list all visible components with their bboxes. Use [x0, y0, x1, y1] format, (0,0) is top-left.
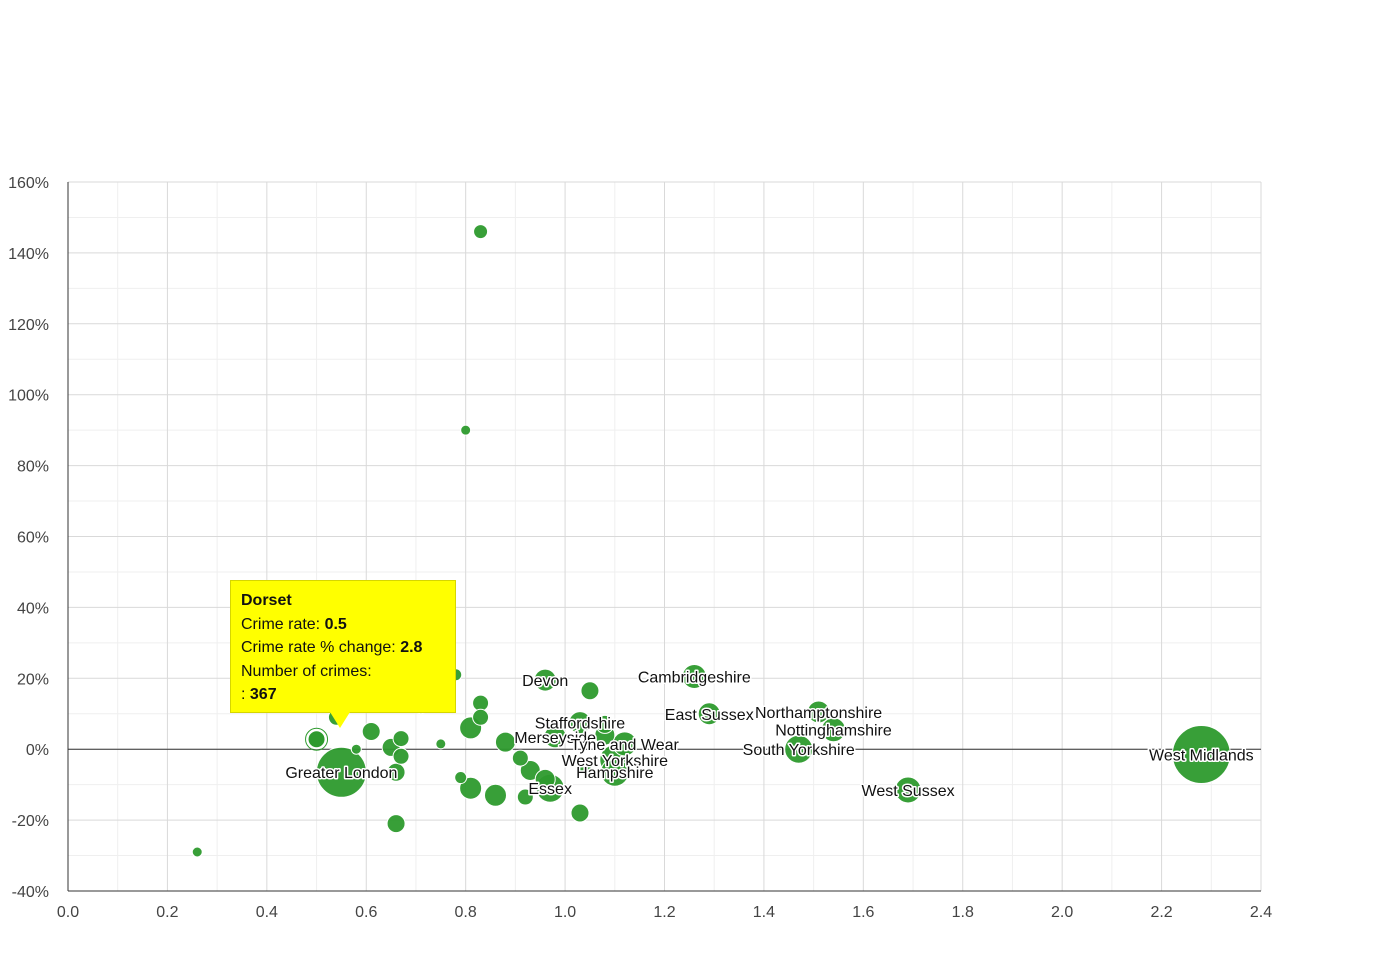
data-point — [435, 738, 447, 750]
data-label: Greater London — [285, 765, 397, 782]
y-tick-label: 100% — [8, 388, 49, 405]
axes: 0.0 0.2 0.4 0.6 0.8 1.0 1.2 1.4 1.6 1.8 2.0 2.2 2.4 -… — [8, 175, 1272, 921]
data-label: Hampshire — [576, 765, 653, 782]
tooltip-pointer — [330, 712, 350, 728]
data-point — [894, 776, 922, 804]
data-point — [386, 762, 406, 782]
y-tick-label: -40% — [12, 884, 49, 901]
x-tick-label: 2.2 — [1150, 904, 1172, 921]
tooltip-change-label: Crime rate % change: — [241, 639, 396, 656]
data-label: West Midlands — [1149, 748, 1254, 765]
tooltip: Dorset Crime rate: 0.5 Crime rate % chan… — [230, 580, 456, 713]
data-point — [595, 714, 615, 734]
x-tick-label: 0.6 — [355, 904, 377, 921]
data-point — [516, 788, 534, 806]
data-point — [191, 846, 203, 858]
tooltip-crime-rate-label: Crime rate: — [241, 615, 321, 633]
data-point — [460, 424, 472, 436]
data-label: West Yorkshire — [562, 753, 669, 770]
data-label: Cambridgeshire — [638, 670, 751, 687]
y-tick-label: 80% — [17, 459, 49, 476]
data-point — [473, 224, 489, 240]
y-tick-label: 120% — [8, 317, 49, 334]
data-point — [578, 762, 592, 776]
tooltip-change-value: 2.8 — [400, 639, 423, 656]
data-point — [600, 757, 630, 787]
data-point — [483, 783, 507, 807]
tooltip-crime-rate-value: 0.5 — [324, 615, 347, 633]
x-tick-label: 1.0 — [554, 904, 576, 921]
data-point — [392, 730, 410, 748]
tooltip-count-label: Number of crimes: — [241, 662, 372, 680]
data-point — [807, 700, 831, 724]
tooltip-count-value: 367 — [249, 686, 277, 703]
data-label: South Yorkshire — [743, 742, 855, 759]
data-point — [511, 749, 529, 767]
x-tick-label: 2.4 — [1250, 904, 1272, 921]
x-tick-label: 1.2 — [653, 904, 675, 921]
x-tick-label: 0.8 — [455, 904, 477, 921]
y-tick-label: 160% — [8, 175, 49, 192]
data-point — [392, 747, 410, 765]
data-label: East Sussex — [665, 707, 754, 724]
data-point — [494, 731, 516, 753]
data-point — [459, 776, 483, 800]
data-point — [361, 721, 381, 741]
data-label: Merseyside — [514, 730, 596, 747]
x-tick-label: 0.0 — [57, 904, 79, 921]
data-point — [306, 729, 327, 750]
data-point — [472, 694, 490, 712]
y-tick-label: 60% — [17, 530, 49, 547]
y-tick-label: 140% — [8, 246, 49, 263]
data-label: Devon — [522, 673, 568, 690]
data-point — [350, 743, 362, 755]
x-tick-label: 1.4 — [753, 904, 775, 921]
x-tick-label: 0.4 — [256, 904, 278, 921]
y-tick-label: 0% — [26, 742, 49, 759]
data-label: Essex — [528, 781, 572, 798]
y-tick-label: 20% — [17, 671, 49, 688]
tooltip-title: Dorset — [241, 592, 292, 609]
highlight-ring — [305, 727, 329, 751]
data-point — [821, 717, 847, 743]
x-tick-label: 2.0 — [1051, 904, 1073, 921]
data-point — [612, 731, 638, 757]
x-tick-label: 1.6 — [852, 904, 874, 921]
data-point — [784, 734, 814, 764]
data-point — [580, 681, 600, 701]
data-label: Staffordshire — [535, 716, 626, 733]
data-point — [533, 668, 557, 692]
data-point — [534, 768, 556, 790]
bubble-labels: West Midlands West Sussex South Yorkshire N… — [284, 668, 1255, 801]
data-label: Tyne and Wear — [571, 737, 680, 754]
data-point — [681, 664, 707, 690]
data-point — [568, 711, 592, 735]
data-point — [315, 746, 367, 798]
data-point — [570, 803, 590, 823]
data-label: West Sussex — [862, 783, 955, 800]
data-point — [543, 725, 567, 749]
data-point — [472, 708, 490, 726]
y-tick-label: 40% — [17, 600, 49, 617]
data-label: Nottinghamshire — [775, 723, 892, 740]
data-point — [1171, 725, 1231, 785]
data-point — [386, 814, 406, 834]
data-label: Northamptonshire — [755, 705, 882, 722]
bubbles — [191, 224, 1231, 858]
grid — [67, 181, 1262, 892]
x-tick-label: 1.8 — [952, 904, 974, 921]
x-tick-label: 0.2 — [156, 904, 178, 921]
tooltip-count-prefix: : — [241, 686, 246, 703]
y-tick-label: -20% — [12, 813, 49, 830]
data-point — [454, 771, 468, 785]
data-point — [697, 702, 721, 726]
